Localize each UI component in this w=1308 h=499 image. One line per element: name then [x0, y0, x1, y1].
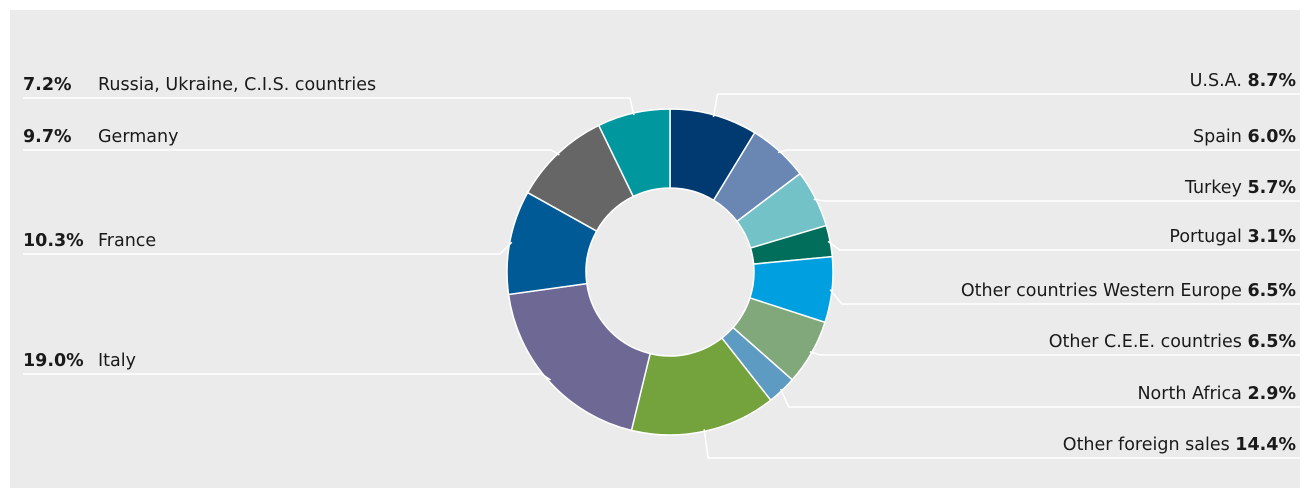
leader-line-other-foreign-sales	[703, 429, 1300, 459]
label-name: Germany	[98, 127, 178, 147]
leader-line-other-c-e-e-countries	[809, 351, 1300, 356]
slice-italy	[507, 282, 652, 432]
leader-line-north-africa	[779, 388, 1300, 408]
label-turkey: Turkey 5.7%	[1184, 178, 1296, 198]
label-name: Italy	[98, 351, 136, 371]
label-percent: 7.2%	[23, 75, 72, 95]
label-percent: 14.4%	[1235, 435, 1296, 455]
label-percent: 10.3%	[23, 231, 84, 251]
label-other-c-e-e-countries: Other C.E.E. countries 6.5%	[1049, 332, 1296, 352]
label-other-foreign-sales: Other foreign sales 14.4%	[1063, 435, 1296, 455]
label-other-countries-western-europe: Other countries Western Europe 6.5%	[961, 281, 1296, 301]
leader-line-russia-ukraine-c-i-s-countries	[23, 97, 635, 116]
label-italy: 19.0% Italy	[23, 351, 136, 371]
label-percent: 6.5%	[1247, 281, 1296, 301]
label-name: Russia, Ukraine, C.I.S. countries	[98, 75, 376, 95]
label-spain: Spain 6.0%	[1193, 127, 1296, 147]
leader-line-u-s-a	[712, 93, 1300, 118]
leader-lines-group	[23, 93, 1300, 459]
label-north-africa: North Africa 2.9%	[1137, 384, 1296, 404]
label-percent: 19.0%	[23, 351, 84, 371]
label-name: North Africa	[1137, 384, 1247, 404]
label-france: 10.3% France	[23, 231, 156, 251]
label-percent: 5.7%	[1247, 178, 1296, 198]
label-percent: 2.9%	[1247, 384, 1296, 404]
chart-panel: U.S.A. 8.7% Spain 6.0% Turkey 5.7% Portugal…	[10, 10, 1300, 488]
donut-chart: U.S.A. 8.7% Spain 6.0% Turkey 5.7% Portugal…	[23, 71, 1300, 459]
leader-line-italy	[23, 373, 551, 381]
label-name: Other foreign sales	[1063, 435, 1235, 455]
label-name: Portugal	[1169, 227, 1247, 247]
labels-group: U.S.A. 8.7% Spain 6.0% Turkey 5.7% Portugal…	[23, 71, 1296, 455]
slices-group	[506, 108, 834, 436]
label-russia-ukraine-c-i-s-countries: 7.2% Russia, Ukraine, C.I.S. countries	[23, 75, 376, 95]
label-percent: 9.7%	[23, 127, 72, 147]
label-percent: 6.5%	[1247, 332, 1296, 352]
label-name: Other countries Western Europe	[961, 281, 1248, 301]
label-portugal: Portugal 3.1%	[1169, 227, 1296, 247]
label-u-s-a: U.S.A. 8.7%	[1190, 71, 1296, 91]
label-name: France	[98, 231, 156, 251]
label-name: U.S.A.	[1190, 71, 1248, 91]
label-name: Other C.E.E. countries	[1049, 332, 1248, 352]
leader-line-turkey	[813, 198, 1300, 202]
label-percent: 3.1%	[1247, 227, 1296, 247]
slice-russia-ukraine-c-i-s-countries	[597, 108, 671, 198]
label-percent: 6.0%	[1247, 127, 1296, 147]
leader-line-portugal	[827, 240, 1300, 251]
leader-line-germany	[23, 149, 560, 156]
label-germany: 9.7% Germany	[23, 127, 178, 147]
leader-line-other-countries-western-europe	[829, 289, 1300, 305]
label-name: Turkey	[1184, 178, 1248, 198]
leader-line-spain	[777, 149, 1300, 154]
label-name: Spain	[1193, 127, 1247, 147]
label-percent: 8.7%	[1247, 71, 1296, 91]
leader-line-france	[23, 241, 513, 255]
